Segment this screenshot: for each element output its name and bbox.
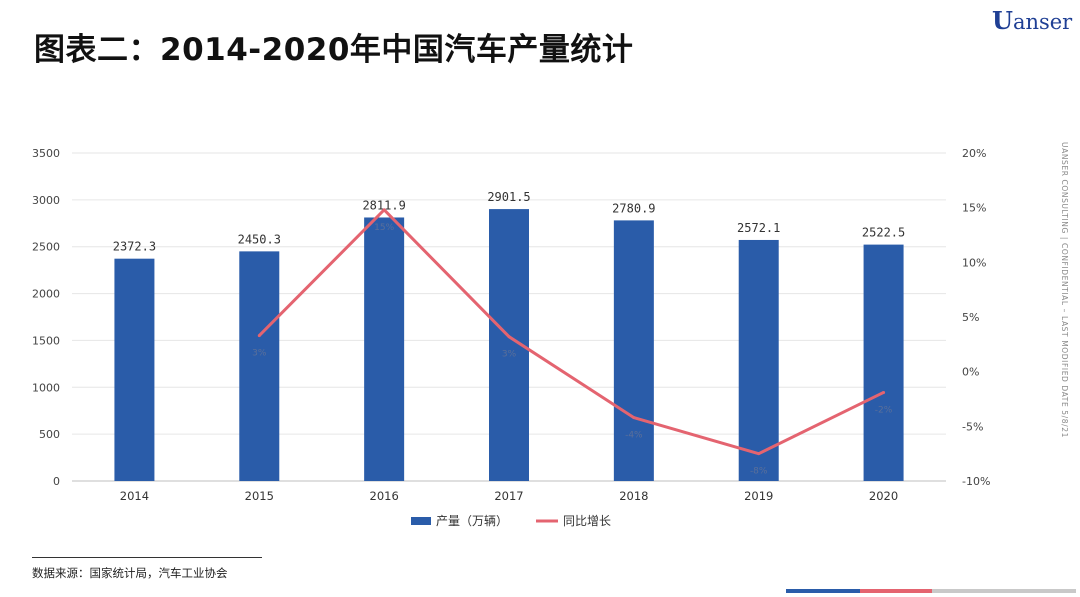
- logo-text: anser: [1012, 10, 1073, 34]
- bar-data-label: 2780.9: [612, 201, 655, 215]
- bar-data-label: 2901.5: [487, 190, 530, 204]
- growth-point: [257, 334, 261, 338]
- legend-label-bar: 产量（万辆）: [436, 514, 508, 528]
- y-right-tick-label: 0%: [962, 366, 979, 379]
- x-tick-label: 2014: [120, 489, 149, 503]
- y-left-tick-label: 500: [39, 428, 60, 441]
- x-tick-label: 2016: [370, 489, 399, 503]
- bar: [738, 239, 779, 481]
- source-divider: [32, 557, 262, 558]
- bar: [364, 217, 405, 481]
- growth-data-label: 3%: [502, 350, 517, 360]
- bar: [114, 258, 155, 481]
- bar-data-label: 2522.5: [862, 226, 905, 240]
- growth-point: [757, 452, 761, 456]
- growth-point: [882, 390, 886, 394]
- x-tick-label: 2015: [245, 489, 274, 503]
- logo-initial: U: [992, 6, 1013, 35]
- y-right-tick-label: 5%: [962, 311, 979, 324]
- y-right-tick-label: 10%: [962, 256, 986, 269]
- bar-data-label: 2811.9: [362, 198, 405, 212]
- bar: [613, 220, 654, 481]
- x-tick-label: 2017: [494, 489, 523, 503]
- y-left-tick-label: 1000: [32, 381, 60, 394]
- growth-data-label: -4%: [625, 431, 643, 441]
- growth-line: [258, 208, 885, 456]
- y-right-tick-label: 20%: [962, 147, 986, 160]
- bar-data-label: 2372.3: [113, 240, 156, 254]
- y-right-tick-label: -5%: [962, 420, 983, 433]
- bar-data-label: 2450.3: [238, 232, 281, 246]
- growth-point: [507, 335, 511, 339]
- confidential-note: UANSER CONSULTING | CONFIDENTIAL – LAST …: [1060, 142, 1069, 439]
- y-right-tick-label: 15%: [962, 202, 986, 215]
- bar: [239, 251, 280, 481]
- x-tick-label: 2020: [869, 489, 898, 503]
- footer-bar-gray-1: [932, 589, 1004, 593]
- brand-logo: Uanser: [992, 6, 1072, 35]
- y-left-tick-label: 3500: [32, 147, 60, 160]
- bar: [863, 244, 904, 481]
- y-left-tick-label: 0: [53, 475, 60, 488]
- data-source: 数据来源：国家统计局，汽车工业协会: [32, 566, 228, 580]
- growth-point: [382, 208, 386, 212]
- growth-data-label: 3%: [252, 349, 267, 359]
- growth-data-label: 15%: [374, 223, 394, 233]
- legend-label-line: 同比增长: [563, 514, 611, 528]
- growth-data-label: -2%: [875, 405, 893, 415]
- footer-bar-red: [860, 589, 932, 593]
- footer-bar-blue: [786, 589, 860, 593]
- x-tick-label: 2018: [619, 489, 648, 503]
- growth-point: [632, 416, 636, 420]
- y-left-tick-label: 2000: [32, 288, 60, 301]
- y-left-tick-label: 3000: [32, 194, 60, 207]
- y-left-tick-label: 2500: [32, 241, 60, 254]
- page-title: 图表二：2014-2020年中国汽车产量统计: [34, 32, 634, 68]
- legend-swatch-bar: [411, 517, 431, 525]
- growth-data-label: -8%: [750, 467, 768, 477]
- y-left-tick-label: 1500: [32, 334, 60, 347]
- footer-bar-gray-2: [1004, 589, 1076, 593]
- x-tick-label: 2019: [744, 489, 773, 503]
- bar-data-label: 2572.1: [737, 221, 780, 235]
- y-right-tick-label: -10%: [962, 475, 990, 488]
